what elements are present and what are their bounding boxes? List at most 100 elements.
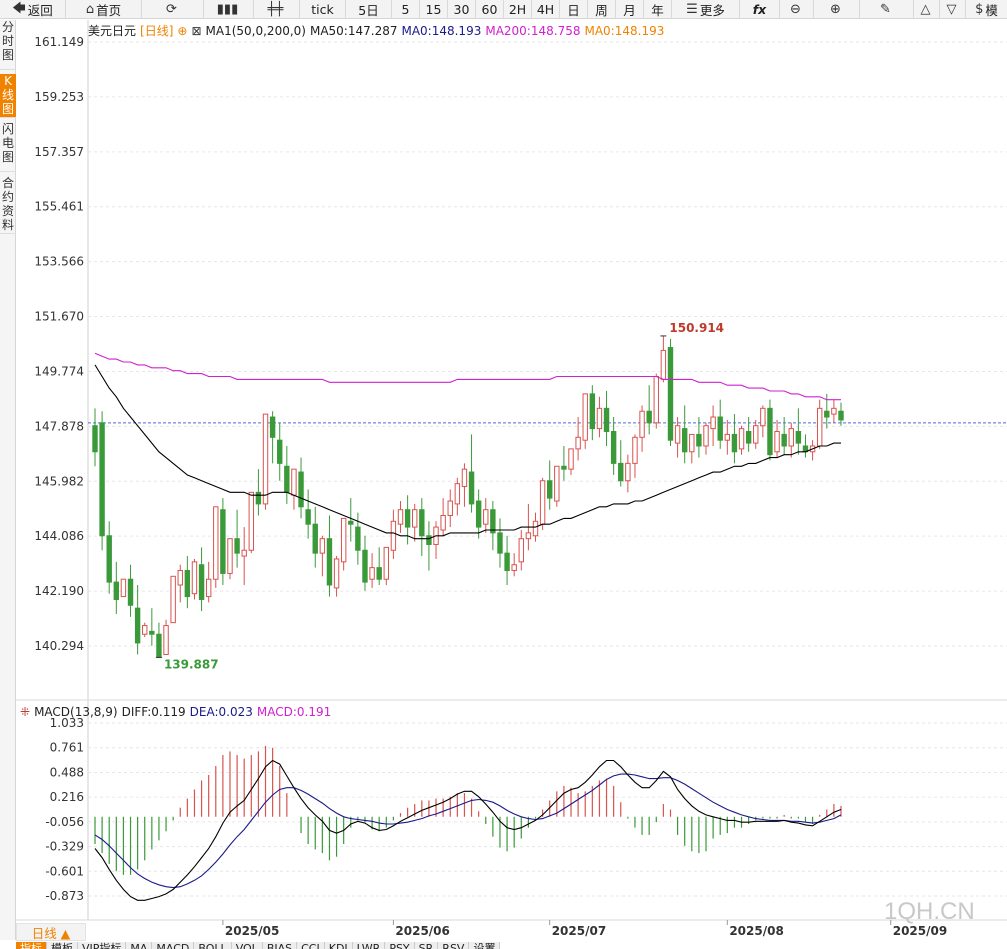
- ma50-value: MA50:147.287: [309, 24, 398, 38]
- candle-body: [561, 465, 567, 470]
- candle-chart-button[interactable]: ╪╪: [254, 0, 300, 19]
- candle-body: [142, 625, 148, 635]
- period-30min[interactable]: 30: [448, 0, 476, 19]
- ma-toggle-icon[interactable]: ⊠: [191, 24, 202, 38]
- macd-tick-label: -0.056: [45, 815, 84, 829]
- zoom-in-button[interactable]: ⊕: [814, 0, 860, 19]
- chart-up-button[interactable]: △: [914, 0, 940, 19]
- settings-icon[interactable]: ⊕: [177, 24, 188, 38]
- candle-body: [99, 422, 105, 537]
- macd-tick-label: 0.216: [50, 790, 84, 804]
- price-tick-label: 147.878: [34, 419, 84, 433]
- indicator-tab[interactable]: BOLL: [194, 942, 232, 949]
- indicator-tab[interactable]: PSY: [385, 942, 415, 949]
- macd-settings-icon[interactable]: ⁜: [20, 705, 31, 719]
- candle-body: [213, 506, 219, 580]
- period-5min[interactable]: 5: [392, 0, 420, 19]
- candle-body: [539, 480, 546, 525]
- candle-body: [618, 462, 624, 482]
- candle-body: [298, 471, 304, 508]
- sidebar-item-intraday[interactable]: 分时图: [0, 20, 16, 70]
- candle-body: [269, 416, 276, 438]
- indicator-tab[interactable]: RSV: [438, 942, 470, 949]
- period-60min[interactable]: 60: [476, 0, 504, 19]
- period-day[interactable]: 日: [560, 0, 588, 19]
- candle-body: [639, 410, 645, 438]
- more-button[interactable]: ☰ 更多: [672, 0, 740, 19]
- indicator-tab[interactable]: VIP指标: [78, 942, 127, 949]
- indicator-tab[interactable]: LWR: [352, 942, 386, 949]
- bar-chart-button[interactable]: ▮▮▮: [204, 0, 254, 19]
- candle-body: [227, 538, 233, 574]
- back-button[interactable]: 🡄 返回: [0, 0, 66, 19]
- candle-body: [490, 509, 496, 534]
- indicator-tab[interactable]: 指标: [16, 942, 47, 949]
- bar-chart-icon: ▮▮▮: [216, 2, 239, 17]
- ma0b-value: MA0:148.193: [584, 24, 665, 38]
- macd-tick-label: 0.761: [50, 741, 84, 755]
- chart-down-button[interactable]: ▽: [940, 0, 966, 19]
- price-tick-label: 151.670: [34, 310, 84, 324]
- candle-body: [376, 567, 382, 580]
- indicator-tab[interactable]: 设置: [469, 942, 501, 949]
- candle-body: [483, 509, 489, 525]
- refresh-button[interactable]: ⟳: [142, 0, 204, 19]
- zoom-out-button[interactable]: ⊖: [780, 0, 814, 19]
- candle-body: [92, 425, 98, 453]
- draw-button[interactable]: ✎: [860, 0, 914, 19]
- watermark: 1QH.CN: [884, 898, 975, 925]
- ma200-line: [94, 352, 841, 401]
- indicator-tab[interactable]: 模板: [47, 942, 78, 949]
- period-badge[interactable]: 日线 ▲: [16, 923, 86, 941]
- formula-button[interactable]: fx: [740, 0, 780, 19]
- candle-body: [454, 483, 461, 505]
- candle-body: [568, 448, 574, 470]
- period-4h[interactable]: 4H: [532, 0, 560, 19]
- sidebar-item-flash[interactable]: 闪电图: [0, 122, 16, 172]
- candle-body: [305, 509, 311, 525]
- sidebar-item-kline[interactable]: K线图: [0, 74, 16, 118]
- candle-body: [824, 410, 830, 418]
- indicator-tab[interactable]: MA: [126, 942, 153, 949]
- macd-legend: ⁜ MACD(13,8,9) DIFF:0.119 DEA:0.023 MACD:0.1…: [20, 705, 335, 719]
- sidebar-item-contract[interactable]: 合约资料: [0, 176, 16, 234]
- macd-tick-label: -0.601: [45, 864, 84, 878]
- period-week[interactable]: 周: [588, 0, 616, 19]
- model-button[interactable]: $ 模: [975, 2, 998, 18]
- candle-body: [596, 407, 603, 430]
- candle-body: [241, 549, 247, 557]
- tick-button[interactable]: tick: [300, 0, 346, 19]
- candle-body: [504, 552, 510, 572]
- refresh-icon: ⟳: [166, 2, 177, 17]
- period-2h[interactable]: 2H: [504, 0, 532, 19]
- home-button[interactable]: ⌂ 首页: [66, 0, 142, 19]
- x-tick-label: 2025/07: [552, 924, 606, 938]
- sidebar: 分时图 K线图 闪电图 合约资料: [0, 20, 16, 940]
- candle-body: [468, 471, 475, 505]
- indicator-tab[interactable]: CCI: [297, 942, 325, 949]
- candle-body: [198, 564, 205, 600]
- candle-body: [646, 410, 652, 424]
- candle-body: [412, 509, 418, 528]
- candle-body: [255, 491, 262, 505]
- candle-body: [163, 625, 169, 656]
- indicator-tab[interactable]: VOL: [231, 942, 263, 949]
- price-legend: 美元日元 [日线] ⊕ ⊠ MA1(50,0,200,0) MA50:147.287 MA0…: [88, 22, 668, 39]
- indicator-tab[interactable]: BIAS: [262, 942, 298, 949]
- candle-body: [547, 480, 553, 499]
- candle-body: [838, 410, 844, 421]
- candle-body: [724, 433, 731, 441]
- high-label: 150.914: [669, 321, 724, 335]
- period-month[interactable]: 月: [616, 0, 644, 19]
- candle-body: [575, 436, 581, 450]
- macd-spec: MACD(13,8,9): [34, 705, 118, 719]
- period-5day[interactable]: 5日: [346, 0, 392, 19]
- candle-body: [333, 558, 340, 589]
- indicator-tab[interactable]: MACD: [152, 942, 195, 949]
- period-15min[interactable]: 15: [420, 0, 448, 19]
- indicator-tab[interactable]: KDJ: [324, 942, 353, 949]
- indicator-tab[interactable]: SR: [414, 942, 439, 949]
- period-year[interactable]: 年: [644, 0, 672, 19]
- candle-body: [781, 433, 787, 447]
